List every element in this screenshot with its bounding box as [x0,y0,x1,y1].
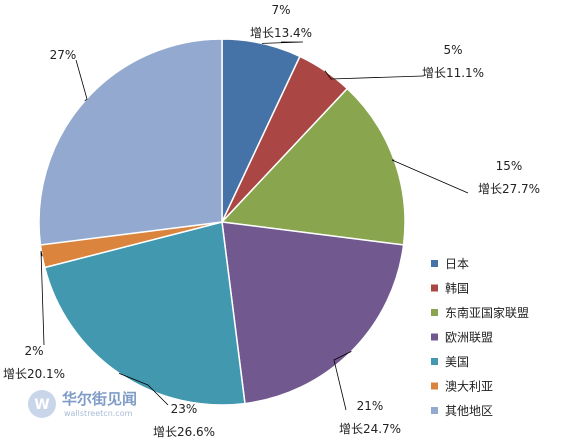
leader-line-4 [333,351,352,411]
legend-swatch-1 [431,260,438,267]
legend-label-2: 韩国 [445,281,469,296]
data-label-1: 7% [271,3,290,17]
watermark-logo-icon [28,390,56,418]
leader-lines [40,41,469,411]
watermark: W 华尔街见闻 wallstreetcn.com [28,390,137,418]
leader-line-2 [324,70,424,80]
legend-swatch-3 [431,309,438,316]
data-label-4: 21% [357,399,384,413]
data-label-6: 2% [24,344,43,358]
legend-label-4: 欧洲联盟 [445,331,493,345]
legend-label-6: 澳大利亚 [445,380,493,394]
pie-slice-4 [221,221,405,405]
growth-label-3: 增长27.7% [478,182,540,196]
growth-label-1: 增长13.4% [250,26,312,40]
growth-label-5: 增长26.6% [153,425,215,439]
leader-line-7 [75,59,88,102]
legend-label-3: 东南亚国家联盟 [445,305,529,320]
watermark-text-en: wallstreetcn.com [64,409,133,418]
legend-swatch-5 [431,358,438,365]
legend-label-7: 其他地区 [445,404,493,418]
pie-slice-7 [38,38,223,246]
data-label-7: 27% [50,48,77,62]
watermark-logo-letter: W [34,397,49,413]
data-label-2: 5% [443,43,462,57]
legend-swatch-6 [431,382,438,390]
data-label-3: 15% [496,159,523,173]
leader-line-5 [118,373,169,406]
watermark-text-cn: 华尔街见闻 [62,390,137,408]
data-label-5: 23% [171,402,198,416]
data-labels: 7% 增长13.4% 5% 增长11.1% 15% 增长27.7% 21% 增长24.7% 23… [3,3,540,439]
legend-swatch-4 [431,333,438,341]
growth-label-6: 增长20.1% [3,367,65,381]
legend-label-1: 日本 [445,257,469,271]
legend-swatch-7 [431,407,438,414]
growth-label-4: 增长24.7% [339,422,401,436]
legend-label-5: 美国 [445,355,469,369]
leader-line-6 [40,250,45,346]
leader-line-1 [261,41,304,44]
pie-slices [38,38,406,406]
leader-line-3 [391,159,469,194]
growth-label-2: 增长11.1% [422,66,484,80]
legend-swatch-2 [431,284,438,292]
